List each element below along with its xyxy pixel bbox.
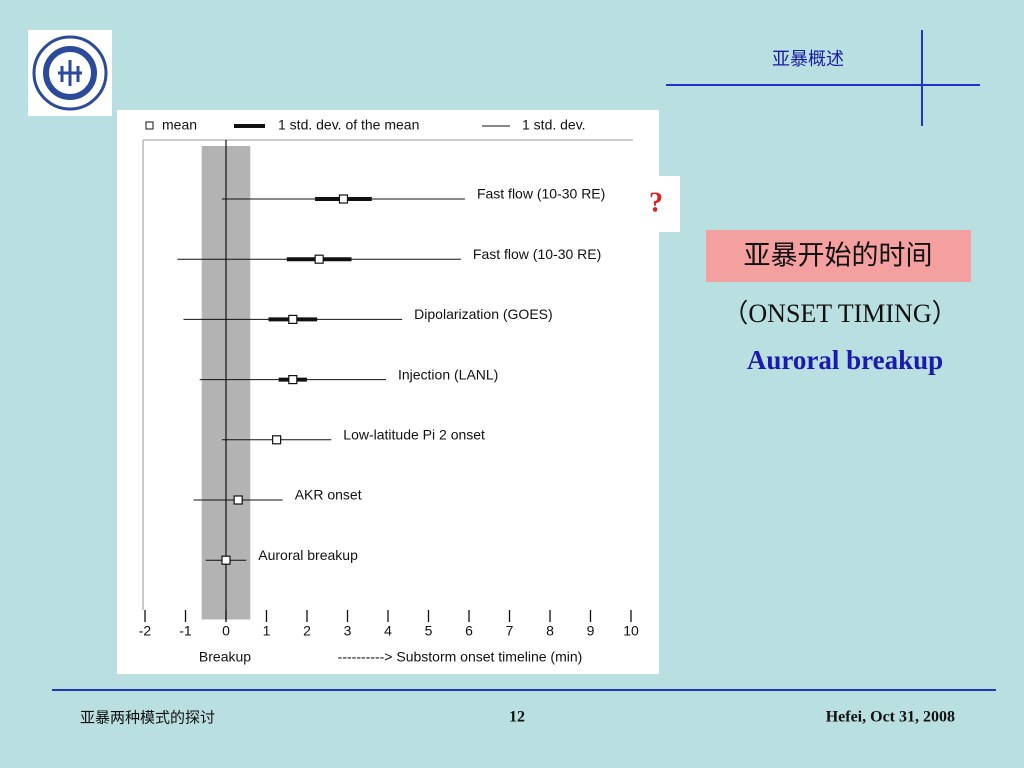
page-number: 12: [509, 709, 525, 726]
x-label: ----------> Substorm onset timeline (min…: [338, 649, 583, 665]
category-label: Injection (LANL): [398, 366, 498, 382]
topic-en: （ONSET TIMING）: [722, 299, 957, 328]
plot: -2 -1 0 1 2 3 4 5 6 7 8 9 10 Breakup ----------> Subst…: [139, 117, 639, 665]
x-tick-label: 1: [263, 623, 271, 639]
x-tick-label: 5: [425, 623, 433, 639]
question-box: [636, 176, 680, 232]
category-label: AKR onset: [295, 487, 362, 503]
x-tick-label: 0: [222, 623, 230, 639]
mean-marker: [288, 314, 298, 324]
category-label: Fast flow (10-30 RE): [477, 186, 605, 202]
x-tick-label: 10: [623, 623, 639, 639]
legend-label: 1 std. dev. of the mean: [278, 117, 419, 133]
mean-marker: [272, 435, 282, 445]
x-tick-label: -1: [179, 623, 192, 639]
footer-right: Hefei, Oct 31, 2008: [826, 709, 955, 726]
header-title: 亚暴概述: [772, 49, 844, 70]
x-tick-label: 4: [384, 623, 392, 639]
x-tick-label: -2: [139, 623, 152, 639]
topic-box: [706, 230, 971, 282]
footer-left: 亚暴两种模式的探讨: [80, 709, 215, 727]
category-label: Auroral breakup: [258, 547, 358, 563]
x-tick-label: 3: [344, 623, 352, 639]
mean-marker: [288, 375, 298, 385]
x-tick-label: 9: [587, 623, 595, 639]
mean-marker: [233, 495, 243, 505]
category-label: Low-latitude Pi 2 onset: [343, 427, 485, 443]
x-tick-label: 8: [546, 623, 554, 639]
topic: 亚暴开始的时间: [744, 241, 933, 272]
legend-mean: [145, 121, 154, 130]
mean-marker: [314, 254, 324, 264]
legend-label: mean: [162, 117, 197, 133]
category-label: Fast flow (10-30 RE): [473, 246, 601, 262]
legend-label: 1 std. dev.: [522, 117, 586, 133]
logo: [28, 30, 112, 116]
x-tick-label: 2: [303, 623, 311, 639]
x-label-left: Breakup: [199, 649, 251, 665]
question-mark: ?: [649, 187, 663, 218]
x-tick-label: 6: [465, 623, 473, 639]
category-label: Dipolarization (GOES): [414, 306, 553, 322]
mean-marker: [338, 194, 349, 204]
plot-frame: [142, 139, 633, 610]
x-tick-label: 7: [506, 623, 514, 639]
highlight: Auroral breakup: [747, 345, 943, 375]
mean-marker: [221, 555, 231, 565]
